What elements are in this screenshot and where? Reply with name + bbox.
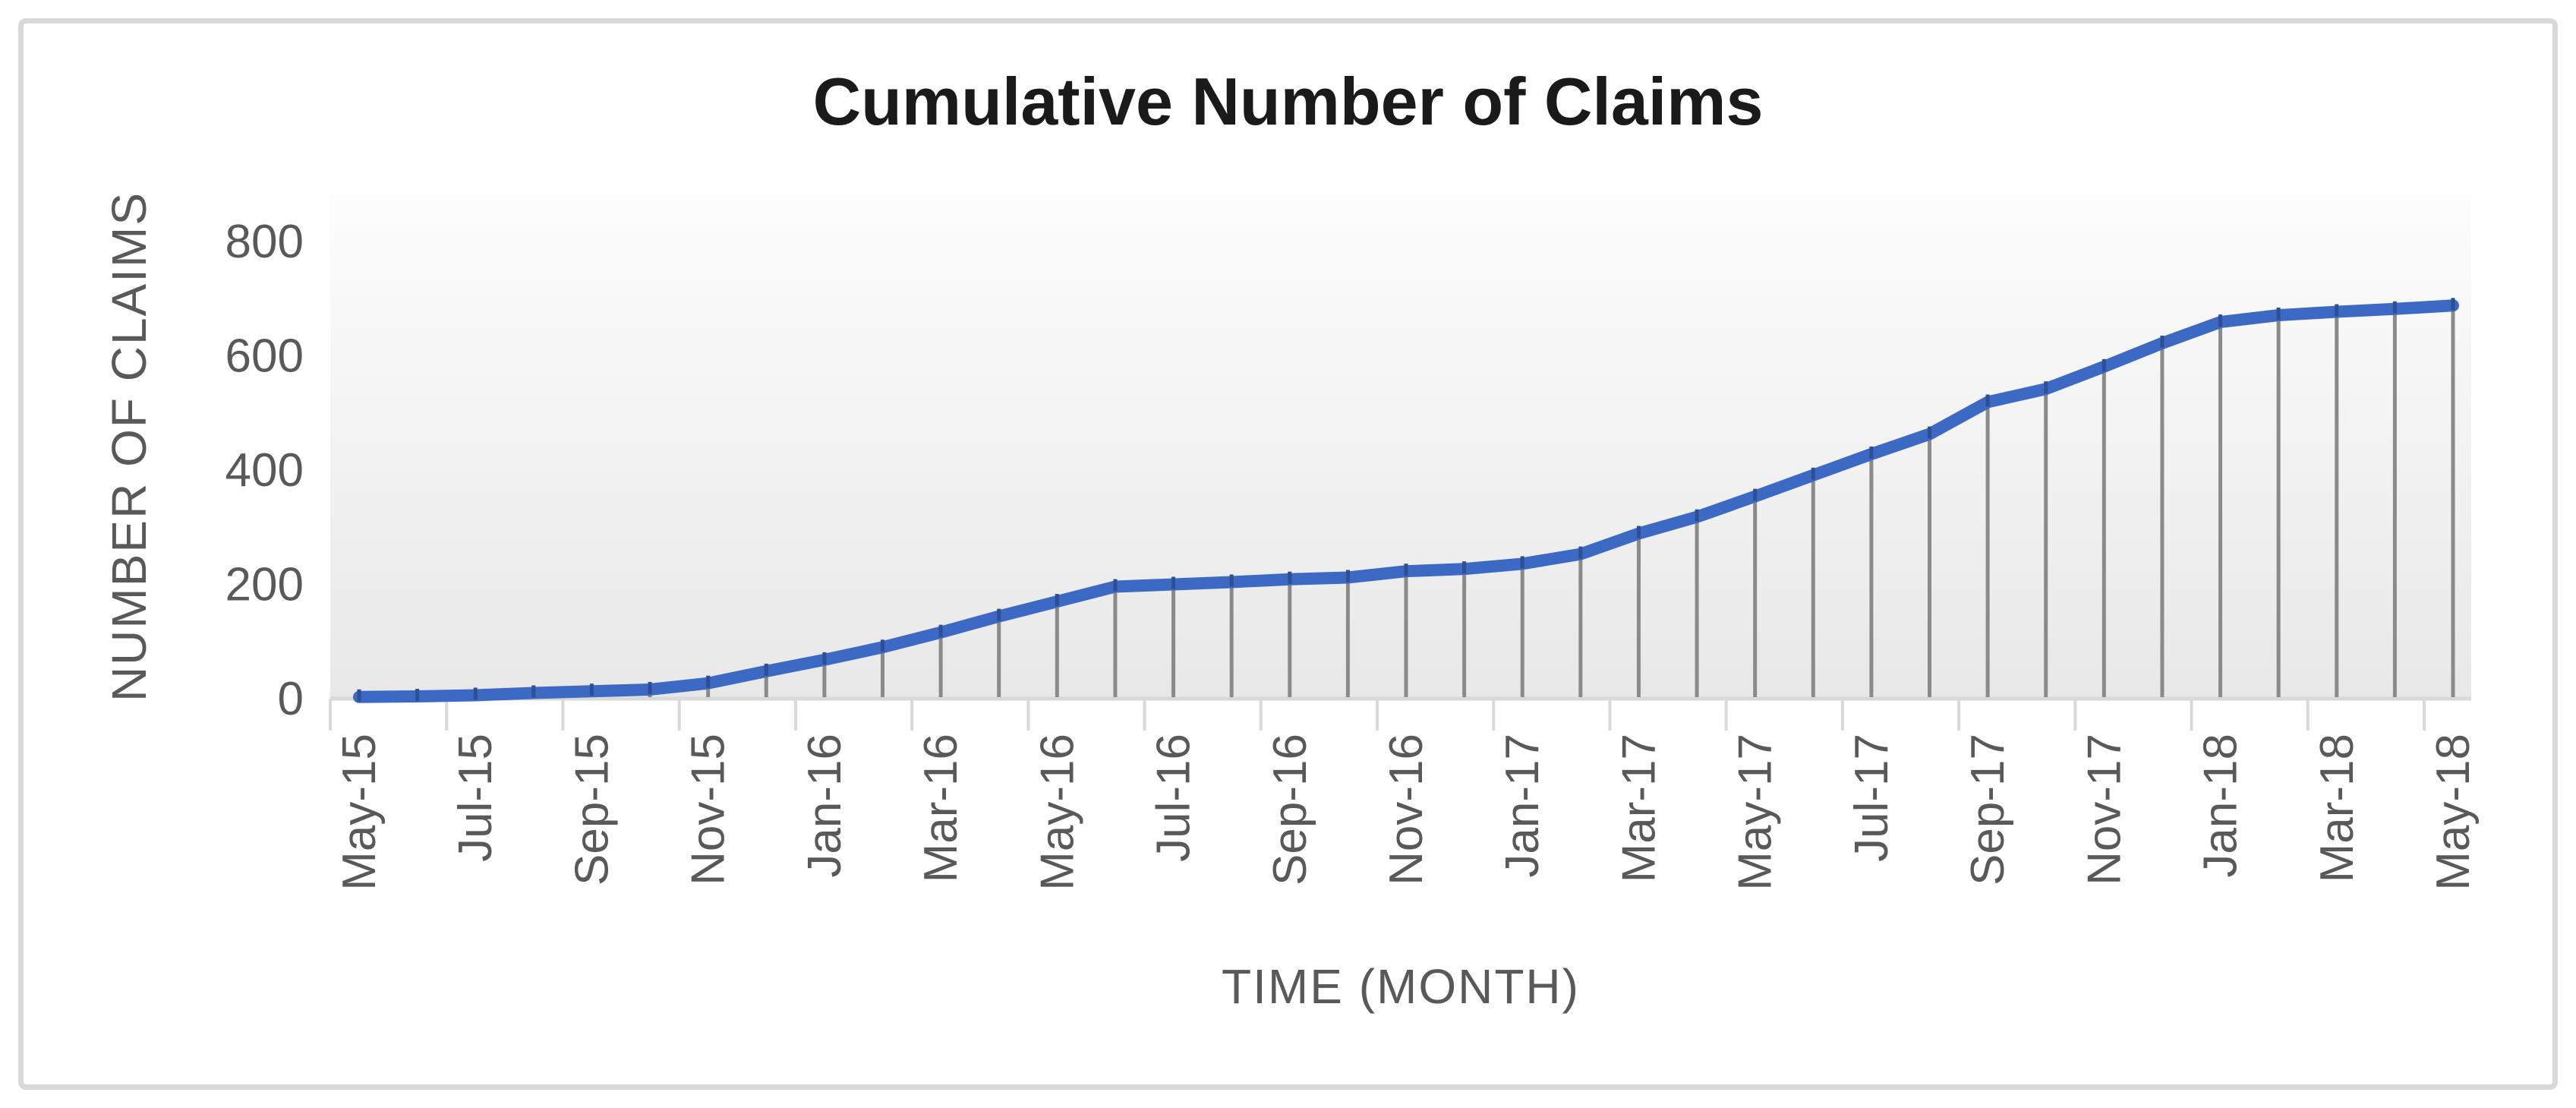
x-axis-tick-label: Nov-15 (683, 734, 735, 885)
x-axis-tick-label: May-15 (333, 734, 386, 891)
chart-title: Cumulative Number of Claims (812, 64, 1764, 139)
x-axis-tick-label: Sep-16 (1264, 734, 1316, 885)
x-axis-tick-label: Nov-17 (2078, 734, 2130, 885)
x-axis-tick-label: Jul-16 (1148, 734, 1200, 862)
y-axis-tick-label: 200 (225, 559, 304, 611)
y-axis-tick-label: 400 (225, 444, 304, 497)
plot-area-background (330, 194, 2471, 699)
x-axis-tick-label: Jan-16 (799, 734, 851, 878)
x-axis-tick-label: Jul-15 (449, 734, 502, 862)
x-axis-tick-label: May-16 (1031, 734, 1083, 891)
x-axis-title: TIME (MONTH) (1222, 959, 1580, 1014)
y-axis-tick-label: 800 (225, 216, 304, 268)
x-axis-tick-label: Nov-16 (1380, 734, 1433, 885)
x-axis-tick-label: Jan-18 (2195, 734, 2247, 878)
x-axis-tick-label: May-18 (2427, 734, 2480, 891)
x-axis-tick-label: Mar-17 (1613, 734, 1665, 882)
x-axis-tick-label: Jul-17 (1846, 734, 1898, 862)
x-axis-tick-label: Sep-17 (1962, 734, 2014, 885)
x-axis-tick-label: Sep-15 (566, 734, 618, 885)
x-axis-tick-label: Mar-16 (915, 734, 967, 882)
x-axis-tick-label: Mar-18 (2311, 734, 2363, 882)
x-axis-tick-label: May-17 (1729, 734, 1782, 891)
x-axis-tick-label: Jan-17 (1496, 734, 1549, 878)
y-axis-title: NUMBER OF CLAIMS (102, 191, 156, 702)
y-axis-tick-label: 0 (278, 673, 304, 725)
y-axis-tick-label: 600 (225, 330, 304, 383)
